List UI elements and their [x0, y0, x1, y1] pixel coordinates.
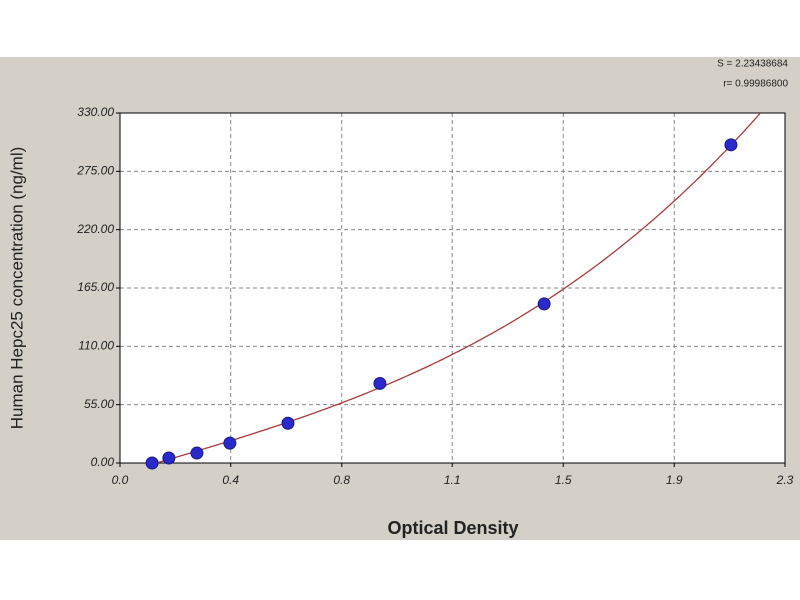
y-tick-label: 330.00 [77, 105, 114, 119]
plot-border [119, 112, 786, 464]
x-axis-label: Optical Density [387, 518, 518, 538]
data-point [190, 446, 204, 460]
y-tick-label: 55.00 [84, 397, 114, 411]
data-point [281, 416, 295, 430]
x-tick-label: 0.0 [112, 473, 129, 487]
x-tick-label: 1.5 [555, 473, 572, 487]
x-tick-label: 0.8 [333, 473, 350, 487]
annotation: S = 2.23438684 [717, 59, 788, 70]
data-point [537, 297, 551, 311]
y-tick-label: 275.00 [76, 164, 114, 178]
y-tick-label: 220.00 [76, 222, 114, 236]
y-tick-label: 0.00 [91, 455, 115, 469]
x-tick-label: 1.1 [444, 473, 461, 487]
data-point [223, 436, 237, 450]
data-point [145, 456, 159, 470]
y-tick-label: 165.00 [77, 280, 114, 294]
data-point [724, 138, 738, 152]
data-point [162, 451, 176, 465]
annotation: r= 0.99986800 [723, 79, 788, 90]
data-point [373, 376, 387, 390]
x-tick-label: 1.9 [666, 473, 683, 487]
y-axis-label: Human Hepc25 concentration (ng/ml) [7, 147, 26, 430]
y-tick-label: 110.00 [78, 339, 114, 353]
x-tick-label: 2.3 [776, 473, 794, 487]
fit-curve [154, 113, 762, 463]
x-tick-label: 0.4 [222, 473, 239, 487]
